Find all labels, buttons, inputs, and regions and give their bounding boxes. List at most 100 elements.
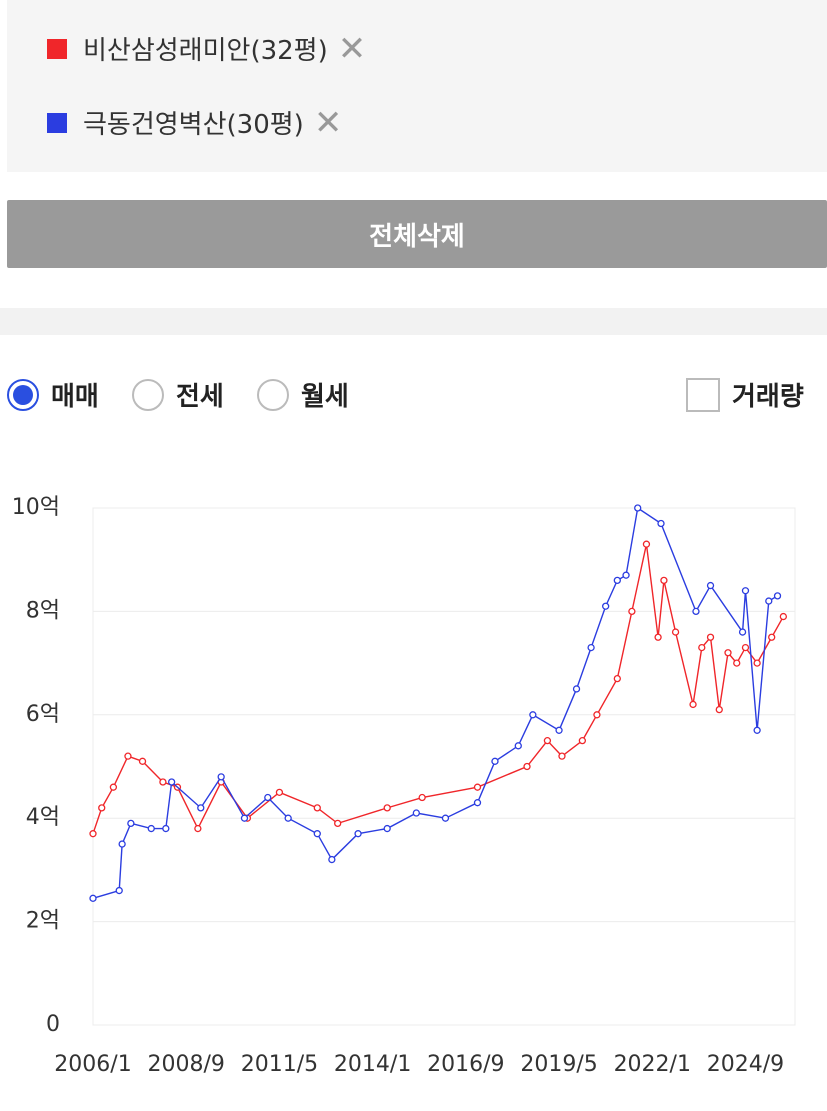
legend-item: 극동건영벽산(30평) ✕ [47, 104, 342, 141]
checkbox[interactable] [686, 377, 720, 412]
point [127, 819, 135, 828]
point [328, 855, 336, 864]
point [733, 659, 741, 667]
radio-option[interactable]: 전세 [132, 376, 224, 413]
point [383, 824, 391, 833]
legend-swatch [47, 38, 67, 59]
point [753, 659, 761, 667]
radio-option[interactable]: 매매 [7, 376, 99, 413]
point [109, 783, 118, 791]
remove-icon[interactable]: ✕ [313, 102, 343, 143]
point [523, 762, 531, 771]
point [167, 778, 176, 786]
y-tick-label: 0 [46, 1012, 60, 1037]
delete-all-button[interactable]: 전체삭제 [7, 200, 827, 268]
point [162, 824, 170, 833]
point [115, 886, 123, 895]
legend-label: 비산삼성래미안(32평) [83, 36, 328, 66]
legend-swatch [47, 112, 67, 133]
separator [0, 308, 827, 335]
point [98, 804, 106, 812]
point [634, 504, 642, 512]
remove-icon[interactable]: ✕ [337, 28, 367, 69]
point [558, 752, 566, 760]
point [194, 824, 202, 833]
plot-frame [92, 507, 796, 1026]
point [753, 726, 761, 734]
point [354, 830, 362, 838]
point [441, 814, 450, 822]
point [773, 592, 782, 600]
point [491, 757, 499, 765]
button-label: 전체삭제 [369, 221, 465, 252]
point [741, 587, 750, 595]
point [89, 894, 97, 902]
point [514, 742, 522, 750]
point [473, 783, 482, 791]
x-tick-label: 2006/1 [54, 1052, 131, 1077]
point [529, 711, 537, 719]
point [765, 597, 773, 605]
series-line [92, 544, 784, 834]
point [613, 674, 621, 683]
point [741, 643, 750, 652]
radio[interactable] [7, 378, 39, 411]
point [147, 824, 155, 833]
point [313, 830, 321, 838]
point [473, 799, 482, 807]
radio-label: 매매 [51, 382, 99, 412]
point [689, 700, 697, 709]
x-tick-label: 2016/9 [427, 1052, 504, 1077]
point [264, 793, 272, 802]
point [654, 633, 662, 641]
point [197, 804, 205, 812]
radio[interactable] [257, 378, 289, 411]
point [217, 773, 225, 781]
point [313, 804, 321, 812]
point [543, 736, 552, 745]
point [593, 711, 601, 719]
legend-item: 비산삼성래미안(32평) ✕ [47, 30, 366, 67]
point [692, 607, 700, 616]
point [578, 736, 587, 745]
point [602, 602, 610, 610]
y-tick-label: 10억 [12, 495, 60, 520]
point [284, 814, 292, 822]
point [738, 628, 747, 636]
y-tick-label: 8억 [26, 598, 60, 623]
point [89, 830, 97, 838]
selection-panel: 비산삼성래미안(32평) ✕ 극동건영벽산(30평) ✕ [7, 0, 827, 172]
radio-option[interactable]: 월세 [257, 376, 349, 413]
point [706, 581, 715, 590]
radio-label: 전세 [176, 382, 224, 412]
x-tick-label: 2008/9 [148, 1052, 225, 1077]
point [124, 752, 132, 760]
point [383, 804, 391, 812]
radio[interactable] [132, 378, 164, 411]
x-tick-label: 2022/1 [614, 1052, 691, 1077]
point [671, 628, 680, 636]
point [724, 649, 732, 657]
point [159, 778, 167, 786]
checkbox-option[interactable]: 거래량 [686, 376, 804, 413]
point [555, 726, 563, 734]
point [572, 685, 581, 693]
point [628, 607, 636, 616]
point [768, 633, 776, 641]
point [118, 840, 126, 848]
legend-label: 극동건영벽산(30평) [83, 110, 304, 140]
point [779, 612, 787, 621]
point [642, 540, 651, 548]
x-tick-label: 2011/5 [241, 1052, 318, 1077]
x-tick-label: 2024/9 [707, 1052, 784, 1077]
point [660, 576, 668, 585]
point [138, 757, 147, 765]
y-tick-label: 2억 [26, 909, 60, 934]
chart: 0 2억 4억 6억 8억 10억 2006/1 2008/9 2011/5 2014/1 2016… [12, 495, 796, 1077]
point [706, 633, 715, 641]
point [275, 788, 284, 797]
point [418, 793, 426, 802]
point [657, 519, 665, 528]
point [622, 571, 630, 579]
